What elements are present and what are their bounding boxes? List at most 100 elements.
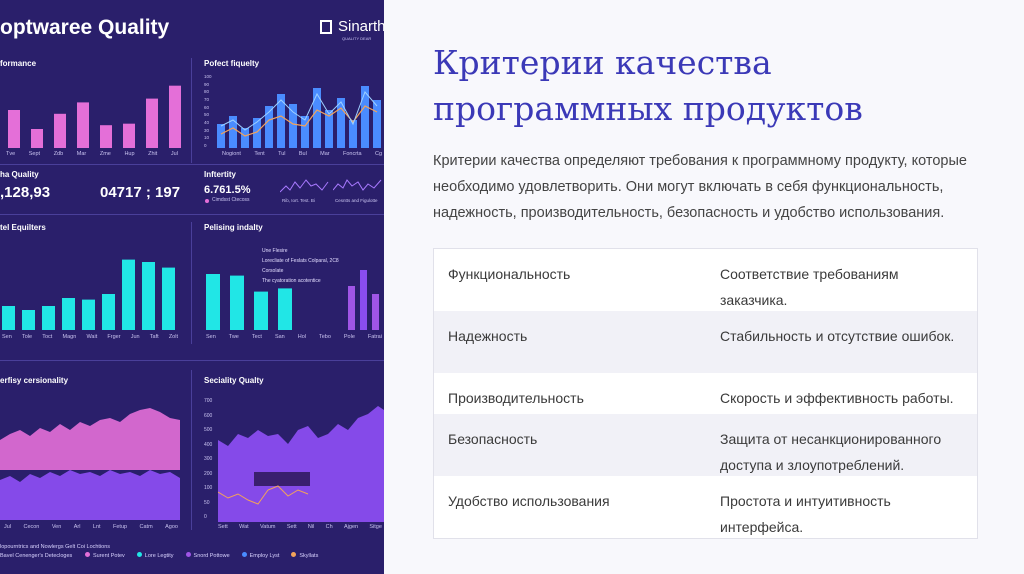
- criteria-table: Функциональность Соответствие требования…: [433, 248, 978, 539]
- meaning-cell: Соответствие требованиям заказчика.: [720, 266, 899, 308]
- table-row: Надежность Стабильность и отсутствие оши…: [434, 311, 977, 373]
- bar: [360, 270, 367, 330]
- equilters-panel-title: tel Equilters: [0, 223, 46, 232]
- ytick: 300: [204, 456, 213, 462]
- ytick: 0: [204, 514, 207, 520]
- ytick: 700: [204, 398, 213, 404]
- cersionality-x-ticks: Jul Cecon Ven Arl Lnt Fetup Catm Agoo: [4, 524, 178, 530]
- tick: Mar: [76, 151, 87, 157]
- footer-text-2: Bavel Cenenger's Detecloges: [0, 553, 73, 559]
- ytick: 100: [204, 74, 212, 79]
- ytick: 30: [204, 127, 210, 133]
- defect-y-ticks: 100 90 80 70 60 50 40 30 10 0: [204, 74, 212, 148]
- criterion-cell: Производительность: [448, 390, 584, 406]
- ytick: 50: [204, 112, 210, 118]
- tick: Tect: [251, 334, 262, 340]
- slide-content: Критерии качества программных продуктов …: [384, 0, 1024, 574]
- tick: Tent: [254, 151, 265, 157]
- tick: Tve: [6, 151, 16, 157]
- meaning-cell: Стабильность и отсутствие ошибок.: [720, 328, 955, 344]
- equilters-bar-chart: [2, 259, 175, 330]
- tick: Bul: [298, 151, 307, 157]
- bar: [82, 299, 95, 330]
- ytick: 200: [204, 470, 213, 477]
- tick: Pole: [343, 334, 355, 340]
- meaning-cell: Простота и интуитивность интерфейса.: [720, 493, 891, 535]
- divider: [191, 58, 192, 163]
- tick: Sett: [286, 524, 297, 530]
- table-row: Безопасность Защита от несанкционированн…: [434, 414, 977, 476]
- legend-label: Surent Potev: [93, 553, 125, 559]
- tick: Tole: [21, 334, 33, 340]
- ytick: 60: [204, 104, 210, 110]
- table-row: Функциональность Соответствие требования…: [434, 249, 977, 311]
- tick: San: [274, 334, 285, 340]
- infinity-caption-2: Cesntts and Figulotte: [335, 198, 378, 203]
- tick: Ajgen: [344, 524, 359, 530]
- tick: Taft: [149, 334, 159, 340]
- bar: [146, 98, 158, 148]
- dashboard-image: optwaree Quality Sinarth QUALITY DEAR fo…: [0, 0, 384, 574]
- tick: Agoo: [165, 524, 178, 530]
- tick: Foncrta: [342, 151, 362, 157]
- dashboard-header-title: optwaree Quality: [0, 16, 170, 39]
- bar: [122, 259, 135, 330]
- bar: [2, 306, 15, 330]
- defect-combo-chart: [217, 86, 381, 148]
- criterion-cell: Надежность: [448, 328, 528, 344]
- ytick: 80: [204, 89, 210, 95]
- table-row: Удобство использования Простота и интуит…: [434, 476, 977, 538]
- tick: Nogiont: [222, 151, 241, 157]
- defect-x-ticks: Nogiont Tent Tul Bul Mar Foncrta Cg: [222, 151, 382, 157]
- seciality-x-ticks: Sett Wat Vatum Sett Nil Ch Ajgen Sitge: [218, 524, 382, 530]
- tick: Wait: [86, 334, 98, 340]
- tick: Hup: [124, 151, 135, 157]
- tick: Jul: [4, 524, 12, 530]
- ytick: 70: [204, 96, 210, 102]
- tick: Zdb: [53, 151, 64, 157]
- tick: Twe: [228, 334, 239, 340]
- tick: Jul: [170, 151, 178, 157]
- tick: Zhit: [148, 151, 158, 157]
- bar: [62, 298, 75, 330]
- legend-dot: [185, 552, 191, 557]
- tick: Zolt: [168, 334, 178, 340]
- pelising-panel-title: Pelising indalty: [204, 223, 263, 232]
- tick: Sen: [206, 334, 216, 340]
- defect-panel-title: Pofect fiquelty: [204, 59, 260, 68]
- tick: Lnt: [92, 524, 101, 530]
- tick: Hol: [297, 334, 306, 340]
- legend-item: Snord Pottowe: [185, 552, 230, 559]
- bar: [206, 274, 220, 330]
- seciality-panel-title: Seciality Qualty: [204, 376, 264, 385]
- bar: [123, 123, 135, 148]
- infinity-legend-dot: [205, 199, 209, 203]
- tick: Cecon: [23, 524, 40, 530]
- quality-stat-value-1: ,128,93: [0, 184, 51, 201]
- logo-text: Sinarth: [338, 18, 384, 35]
- tick: Tebo: [318, 334, 331, 340]
- infinity-sparkline-1: [280, 179, 329, 193]
- tick: Tul: [278, 151, 286, 157]
- bar: [8, 110, 20, 148]
- tick: Ch: [325, 524, 333, 530]
- tick: Fetup: [113, 524, 128, 530]
- ytick: 50: [204, 499, 210, 506]
- bar: [42, 306, 55, 330]
- bar: [54, 113, 66, 148]
- tick: Frger: [107, 334, 121, 340]
- tick: Sitge: [369, 524, 382, 530]
- bar: [348, 286, 355, 330]
- divider: [191, 370, 192, 530]
- tick: Jun: [130, 334, 140, 340]
- tick: Sett: [218, 524, 228, 530]
- bar: [278, 288, 292, 330]
- footer-text-1: lopourntrics and Nowlergs Gelt Coi Locht…: [0, 544, 111, 550]
- legend-dot: [241, 552, 247, 557]
- logo-subtext: QUALITY DEAR: [342, 36, 372, 41]
- legend-label: Snord Pottowe: [193, 553, 230, 559]
- tick: Cg: [374, 151, 382, 157]
- ytick: 40: [204, 119, 210, 125]
- slide-title: Критерии качества программных продуктов: [433, 43, 863, 128]
- tick: Arl: [73, 524, 81, 530]
